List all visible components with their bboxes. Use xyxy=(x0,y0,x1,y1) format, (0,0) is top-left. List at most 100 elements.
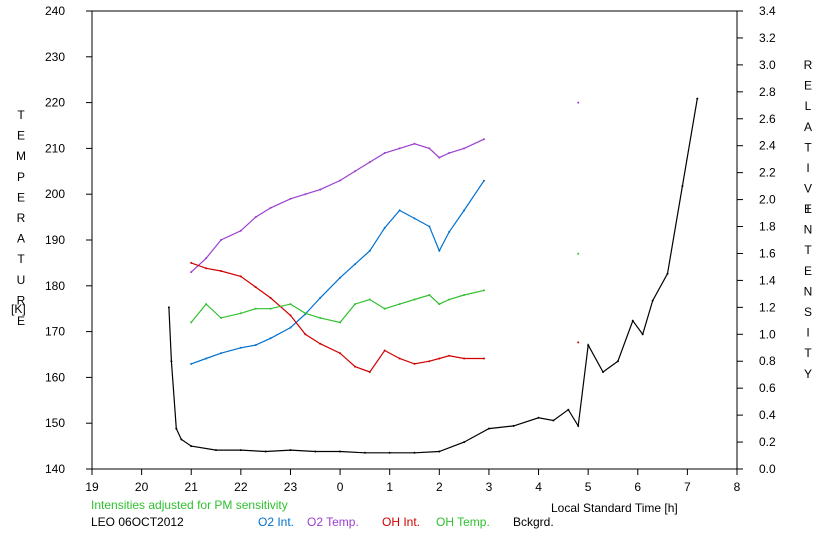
data-point xyxy=(254,344,257,347)
data-point xyxy=(631,319,634,322)
y-right-tick-label: 2.6 xyxy=(759,112,776,126)
data-point xyxy=(319,188,322,191)
y-right-label-letter: V xyxy=(804,182,812,196)
data-point xyxy=(428,294,431,296)
data-point xyxy=(254,216,257,219)
y-left-label-letter: R xyxy=(17,211,26,225)
x-tick-label: 5 xyxy=(585,480,592,494)
y-right-label-letter: Y xyxy=(804,367,812,381)
data-point xyxy=(463,294,466,296)
y-right-tick-label: 2.0 xyxy=(759,193,776,207)
data-point xyxy=(602,371,604,373)
data-point xyxy=(239,312,242,315)
series-line-o2-int xyxy=(190,180,485,365)
data-point xyxy=(205,357,208,360)
y-right-tick-label: 1.0 xyxy=(759,327,776,341)
data-point xyxy=(463,147,466,150)
y-right-label-letter: E xyxy=(804,202,812,216)
data-point xyxy=(463,209,466,212)
data-point xyxy=(289,326,292,329)
data-point xyxy=(512,424,515,427)
data-point xyxy=(220,316,222,319)
data-point xyxy=(354,365,356,368)
data-point xyxy=(354,170,356,173)
data-point xyxy=(339,276,342,279)
y-right-tick-label: 0.8 xyxy=(759,354,776,368)
data-point xyxy=(413,142,416,145)
x-tick-label: 6 xyxy=(634,480,641,494)
y-right-tick-label: 2.2 xyxy=(759,166,776,180)
data-point xyxy=(269,296,272,299)
y-left-label-letter: U xyxy=(17,273,26,287)
data-point xyxy=(319,296,322,299)
data-point xyxy=(383,152,386,154)
data-point xyxy=(483,357,485,360)
data-point xyxy=(681,185,684,188)
data-point xyxy=(398,357,401,360)
y-left-tick-label: 210 xyxy=(45,141,65,155)
y-right-tick-label: 2.8 xyxy=(759,85,776,99)
data-point xyxy=(304,333,307,336)
data-point xyxy=(448,298,451,301)
data-point xyxy=(289,303,292,306)
series-line-o2-temp xyxy=(191,103,578,273)
data-point xyxy=(666,272,669,275)
y-right-tick-label: 2.4 xyxy=(759,139,776,153)
x-tick-label: 20 xyxy=(135,480,149,494)
y-left-label-letter: M xyxy=(16,149,26,163)
y-right-tick-label: 1.2 xyxy=(759,300,776,314)
data-point xyxy=(339,450,342,453)
x-axis-label: Local Standard Time [h] xyxy=(551,501,678,515)
x-tick-label: 3 xyxy=(486,480,493,494)
y-right-label-letter: A xyxy=(804,120,812,134)
data-point xyxy=(438,357,441,360)
data-point xyxy=(205,303,208,306)
y-left-tick-label: 140 xyxy=(45,462,65,476)
data-point xyxy=(448,152,451,154)
y-left-label-letter: E xyxy=(17,129,25,143)
data-point xyxy=(487,427,490,430)
data-point xyxy=(438,450,441,453)
y-left-tick-label: 160 xyxy=(45,370,65,384)
data-point xyxy=(205,267,208,270)
data-point xyxy=(398,147,401,150)
data-point xyxy=(577,101,580,104)
data-point xyxy=(220,239,222,241)
data-point xyxy=(398,303,401,306)
y-right-label-letter: S xyxy=(804,305,812,319)
data-point xyxy=(220,270,222,272)
y-right-label-letter: E xyxy=(804,79,812,93)
data-point xyxy=(428,147,431,150)
data-point xyxy=(304,193,307,196)
data-point xyxy=(587,344,590,347)
data-point xyxy=(254,286,257,289)
y-right-tick-label: 3.2 xyxy=(759,31,776,45)
data-point xyxy=(180,438,183,441)
y-right-tick-label: 1.6 xyxy=(759,246,776,260)
y-right-label-letter: E xyxy=(804,264,812,278)
data-point xyxy=(463,441,466,444)
series-line-oh-int xyxy=(191,263,578,372)
x-tick-label: 0 xyxy=(337,480,344,494)
y-left-tick-label: 150 xyxy=(45,416,65,430)
data-point xyxy=(577,341,580,344)
x-tick-label: 1 xyxy=(386,480,393,494)
data-point xyxy=(463,357,466,360)
data-point xyxy=(167,306,170,309)
data-point xyxy=(269,307,272,310)
data-point xyxy=(537,416,540,419)
data-point xyxy=(567,408,570,411)
x-tick-label: 8 xyxy=(734,480,741,494)
x-tick-label: 4 xyxy=(535,480,542,494)
data-point xyxy=(289,314,292,317)
data-point xyxy=(383,307,386,310)
y-right-tick-label: 1.4 xyxy=(759,273,776,287)
data-point xyxy=(368,249,371,252)
y-right-label-letter: N xyxy=(804,223,813,237)
data-point xyxy=(577,252,580,255)
y-right-tick-label: 3.4 xyxy=(759,4,776,18)
data-point xyxy=(448,354,451,357)
data-point xyxy=(428,225,431,228)
data-point xyxy=(577,424,580,427)
y-left-label-letter: A xyxy=(17,232,25,246)
